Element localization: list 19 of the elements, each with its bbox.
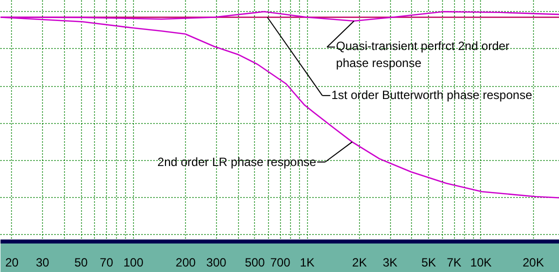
annotation: 1st order Butterworth phase response (331, 88, 532, 102)
annotation: 2nd order LR phase response (157, 154, 316, 169)
x-tick-label: 100 (123, 256, 144, 270)
x-tick-label: 300 (206, 256, 227, 270)
x-tick-label: 7K (446, 256, 462, 270)
x-tick-label: 20 (5, 256, 19, 270)
x-tick-label: 50 (74, 256, 88, 270)
x-tick-label: 200 (176, 256, 196, 270)
annotation: Quasi-transient perfrct 2nd order phase response (336, 38, 510, 70)
x-tick-label: 10K (470, 256, 492, 270)
x-tick-label: 20K (522, 256, 544, 270)
x-tick-label: 500 (244, 256, 266, 270)
x-tick-label: 1K (300, 256, 315, 270)
x-tick-label: 30 (36, 256, 50, 270)
x-tick-label: 70 (100, 256, 114, 270)
x-tick-label: 3K (382, 256, 398, 270)
x-tick-label: 5K (421, 256, 436, 270)
x-tick-label: 700 (270, 256, 291, 270)
x-tick-label: 2K (352, 256, 367, 270)
